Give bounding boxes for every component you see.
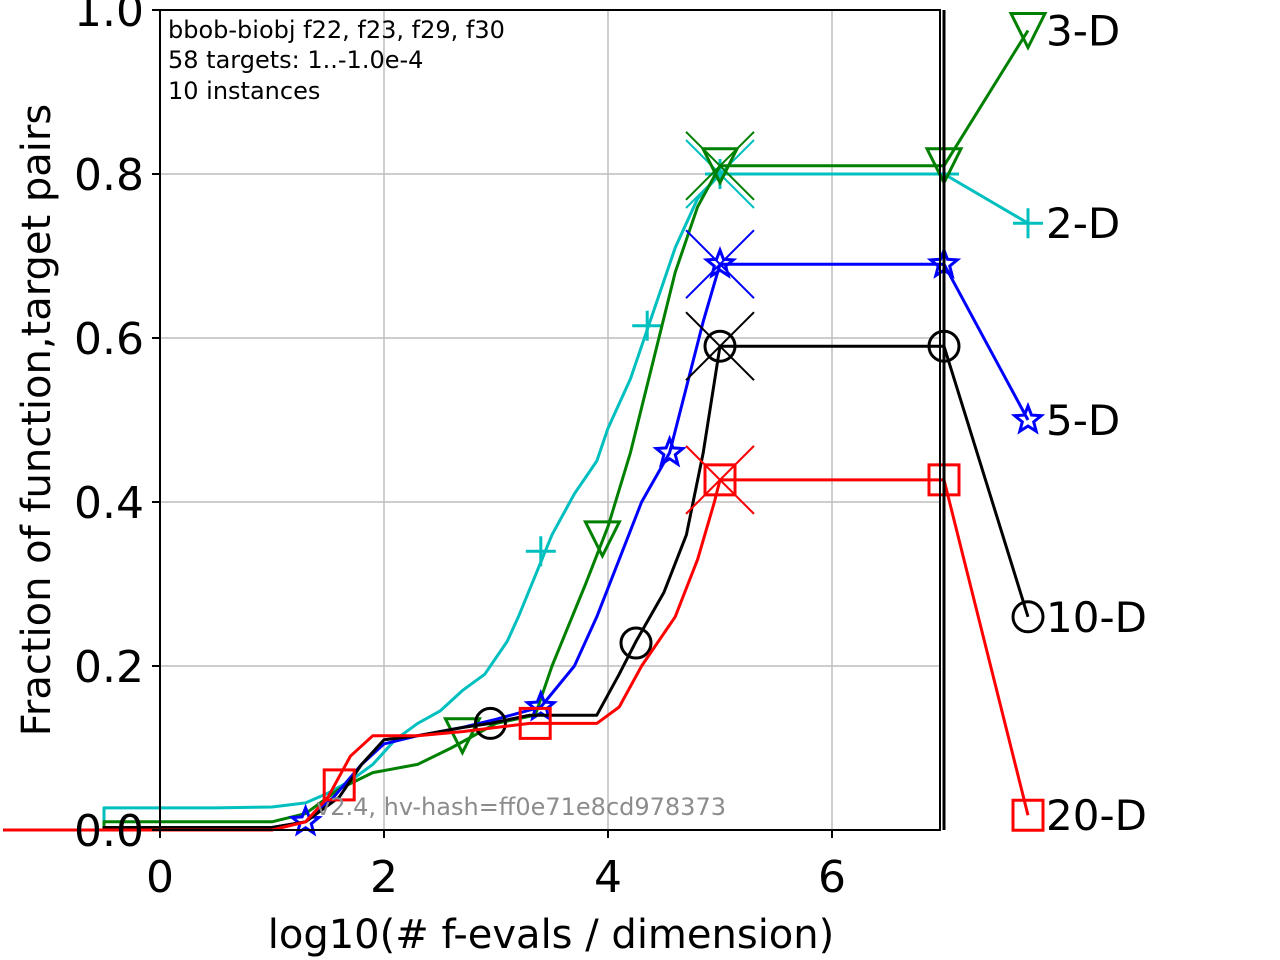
series-line [3, 262, 1030, 832]
y-tick-label: 0.4 [74, 478, 144, 529]
series-5-D: 5-D [3, 229, 1120, 837]
x-tick-label: 2 [370, 852, 398, 903]
series-marker [703, 463, 737, 497]
y-tick-label: 0.2 [74, 642, 144, 693]
series-marker [442, 717, 482, 757]
series-group: 2-D 3-D 5-D 10-D 20-D [3, 7, 1147, 840]
series-marker [1013, 208, 1043, 239]
series-marker [702, 246, 738, 279]
series-marker [473, 706, 507, 740]
series-marker [322, 768, 356, 802]
series-10-D: 10-D [3, 311, 1147, 832]
series-3-D: 3-D [3, 7, 1120, 832]
series-line [3, 478, 1030, 832]
plot-frame [159, 9, 941, 831]
version-hash-watermark: v2.4, hv-hash=ff0e71e8cd978373 [316, 793, 726, 821]
series-marker [582, 520, 622, 560]
series-marker [525, 536, 556, 567]
series-2-D: 2-D [3, 139, 1120, 832]
y-tick-label: 0.8 [74, 150, 144, 201]
y-axis-label: Fraction of function,target pairs [14, 104, 60, 736]
series-marker [652, 434, 687, 468]
series-marker [1008, 12, 1048, 51]
series-line [3, 344, 1030, 832]
axis-ticks: 0 2 4 6 0.0 0.2 0.4 0.6 0.8 1.0 [74, 0, 846, 903]
info-line-2: 58 targets: 1..-1.0e-4 [168, 46, 423, 74]
series-marker [1010, 401, 1046, 435]
series-marker [619, 626, 653, 660]
final-evals-cross [685, 311, 755, 381]
y-tick-label: 0.0 [74, 806, 144, 857]
final-evals-cross [685, 229, 755, 299]
series-line [3, 29, 1030, 832]
y-tick-label: 0.6 [74, 314, 144, 365]
y-tick-label: 1.0 [74, 0, 144, 37]
series-marker [288, 803, 323, 837]
series-label: 10-D [1046, 593, 1147, 642]
series-marker [1011, 798, 1045, 832]
series-marker [703, 329, 737, 363]
series-marker [632, 310, 663, 341]
series-marker [700, 147, 740, 187]
series-marker [1011, 600, 1045, 634]
info-line-3: 10 instances [168, 77, 320, 105]
final-evals-cross [685, 445, 755, 515]
series-marker [523, 688, 559, 722]
series-line [3, 172, 1029, 832]
series-marker [518, 706, 552, 740]
series-20-D: 20-D [3, 445, 1147, 840]
series-label: 2-D [1046, 199, 1120, 248]
x-tick-label: 6 [818, 852, 846, 903]
x-tick-label: 0 [146, 852, 174, 903]
info-line-1: bbob-biobj f22, f23, f29, f30 [168, 16, 505, 44]
series-label: 3-D [1046, 7, 1120, 56]
series-label: 5-D [1046, 396, 1120, 445]
series-label: 20-D [1046, 791, 1147, 840]
x-tick-label: 4 [594, 852, 622, 903]
final-evals-cross [685, 131, 755, 201]
x-axis-label: log10(# f-evals / dimension) [268, 912, 835, 958]
